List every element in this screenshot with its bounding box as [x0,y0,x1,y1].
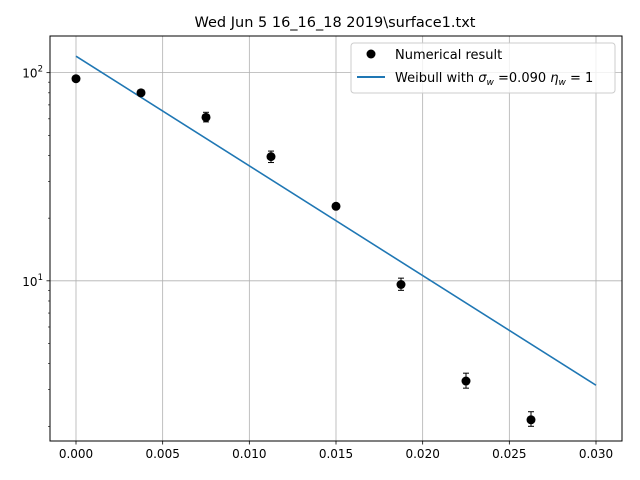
point-marker [71,74,81,84]
legend-label-numerical: Numerical result [395,48,502,63]
weibull-line-layer [75,55,597,386]
point-marker [526,415,536,425]
x-tick-label: 0.025 [492,447,526,461]
numerical-result-layer [71,74,536,427]
legend-box [350,42,616,94]
legend-label-weibull: Weibull with σw =0.090 ηw = 1 [395,71,593,88]
data-point [136,88,146,98]
data-point [461,372,471,389]
point-marker [331,201,341,211]
x-axis-ticks: 0.000 0.005 0.010 0.015 0.020 0.025 0.030 [59,441,613,461]
x-tick-label: 0.000 [59,447,93,461]
data-point [201,111,211,123]
y-axis-ticks: 101 102 [22,65,50,427]
chart-title: Wed Jun 5 16_16_18 2019\surface1.txt [195,15,476,31]
point-marker [201,112,211,122]
y-tick-label: 102 [22,65,43,81]
y-tick-label: 101 [22,273,43,289]
data-point [396,277,406,291]
data-point [266,150,276,164]
data-point [526,411,536,427]
point-marker [136,88,146,98]
legend-marker-numerical [366,49,376,59]
x-tick-label: 0.010 [232,447,266,461]
point-marker [396,280,406,290]
data-point [331,201,341,211]
x-tick-label: 0.020 [405,447,439,461]
x-tick-label: 0.015 [319,447,353,461]
legend: Numerical result Weibull with σw =0.090 … [350,42,616,94]
x-tick-label: 0.005 [145,447,179,461]
point-marker [266,152,276,162]
weibull-line [75,55,597,386]
data-point [71,74,81,84]
point-marker [461,376,471,386]
x-tick-label: 0.030 [579,447,613,461]
